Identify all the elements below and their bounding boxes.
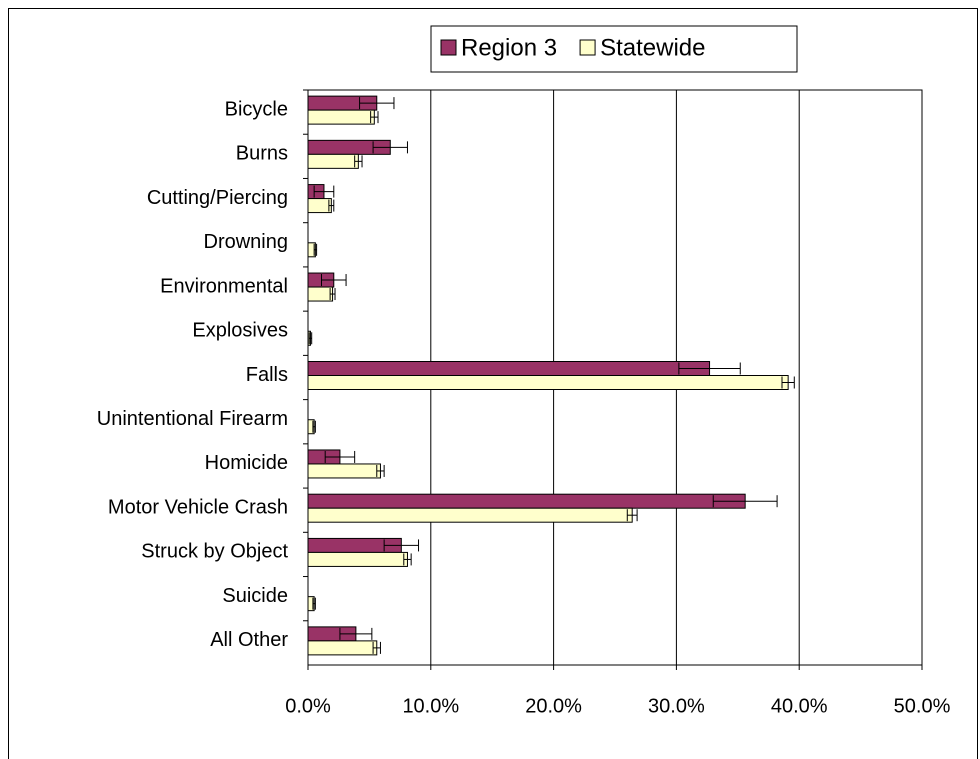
error-bar: [312, 597, 316, 610]
bar: [307, 198, 332, 214]
x-tick-label: 0.0%: [285, 695, 331, 717]
bar: [307, 375, 789, 390]
y-tick-label: Unintentional Firearm: [97, 408, 288, 430]
y-tick-label: Cutting/Piercing: [147, 187, 288, 209]
y-tick-label: Suicide: [222, 585, 288, 607]
bar: [307, 286, 334, 302]
error-bar: [712, 495, 778, 508]
legend-swatch: [579, 39, 596, 56]
bar: [307, 463, 381, 479]
bar: [307, 109, 375, 125]
y-tick-label: Struck by Object: [141, 541, 288, 563]
error-bar: [359, 97, 395, 110]
y-tick-label: Explosives: [192, 320, 288, 342]
error-bar: [354, 155, 363, 168]
y-tick-label: Drowning: [204, 231, 288, 253]
error-bar: [372, 641, 381, 654]
x-tick-label: 30.0%: [648, 695, 705, 717]
legend-label: Region 3: [461, 34, 557, 61]
error-bar: [313, 243, 318, 256]
y-tick-label: Burns: [236, 143, 288, 165]
legend-swatch: [440, 39, 457, 56]
error-bar: [328, 199, 335, 212]
y-tick-label: Bicycle: [225, 98, 288, 120]
bar: [307, 153, 359, 169]
bar: [307, 493, 746, 509]
error-bar: [781, 376, 795, 389]
y-tick-label: Motor Vehicle Crash: [108, 496, 288, 518]
y-tick-label: All Other: [210, 629, 288, 651]
error-bar: [626, 509, 638, 522]
bar: [307, 640, 378, 656]
error-bar: [321, 274, 347, 287]
x-tick-label: 50.0%: [894, 695, 951, 717]
error-bar: [403, 553, 412, 566]
error-bar: [383, 539, 420, 552]
bar: [307, 361, 711, 376]
error-bar: [370, 111, 379, 124]
x-tick-label: 40.0%: [771, 695, 828, 717]
y-tick-label: Environmental: [160, 275, 288, 297]
error-bar: [312, 420, 316, 433]
error-bar: [339, 627, 373, 640]
bar: [307, 551, 408, 567]
error-bar: [678, 362, 741, 375]
error-bar: [308, 332, 313, 345]
x-tick-label: 10.0%: [402, 695, 459, 717]
error-bar: [329, 288, 336, 301]
bar: [307, 507, 633, 523]
x-tick-label: 20.0%: [525, 695, 582, 717]
error-bar: [324, 450, 356, 463]
error-bar: [313, 185, 335, 198]
legend-box: [430, 25, 798, 73]
y-tick-label: Falls: [246, 364, 288, 386]
error-bar: [372, 141, 408, 154]
y-tick-label: Homicide: [205, 452, 288, 474]
error-bar: [376, 464, 385, 477]
legend-label: Statewide: [600, 34, 705, 61]
